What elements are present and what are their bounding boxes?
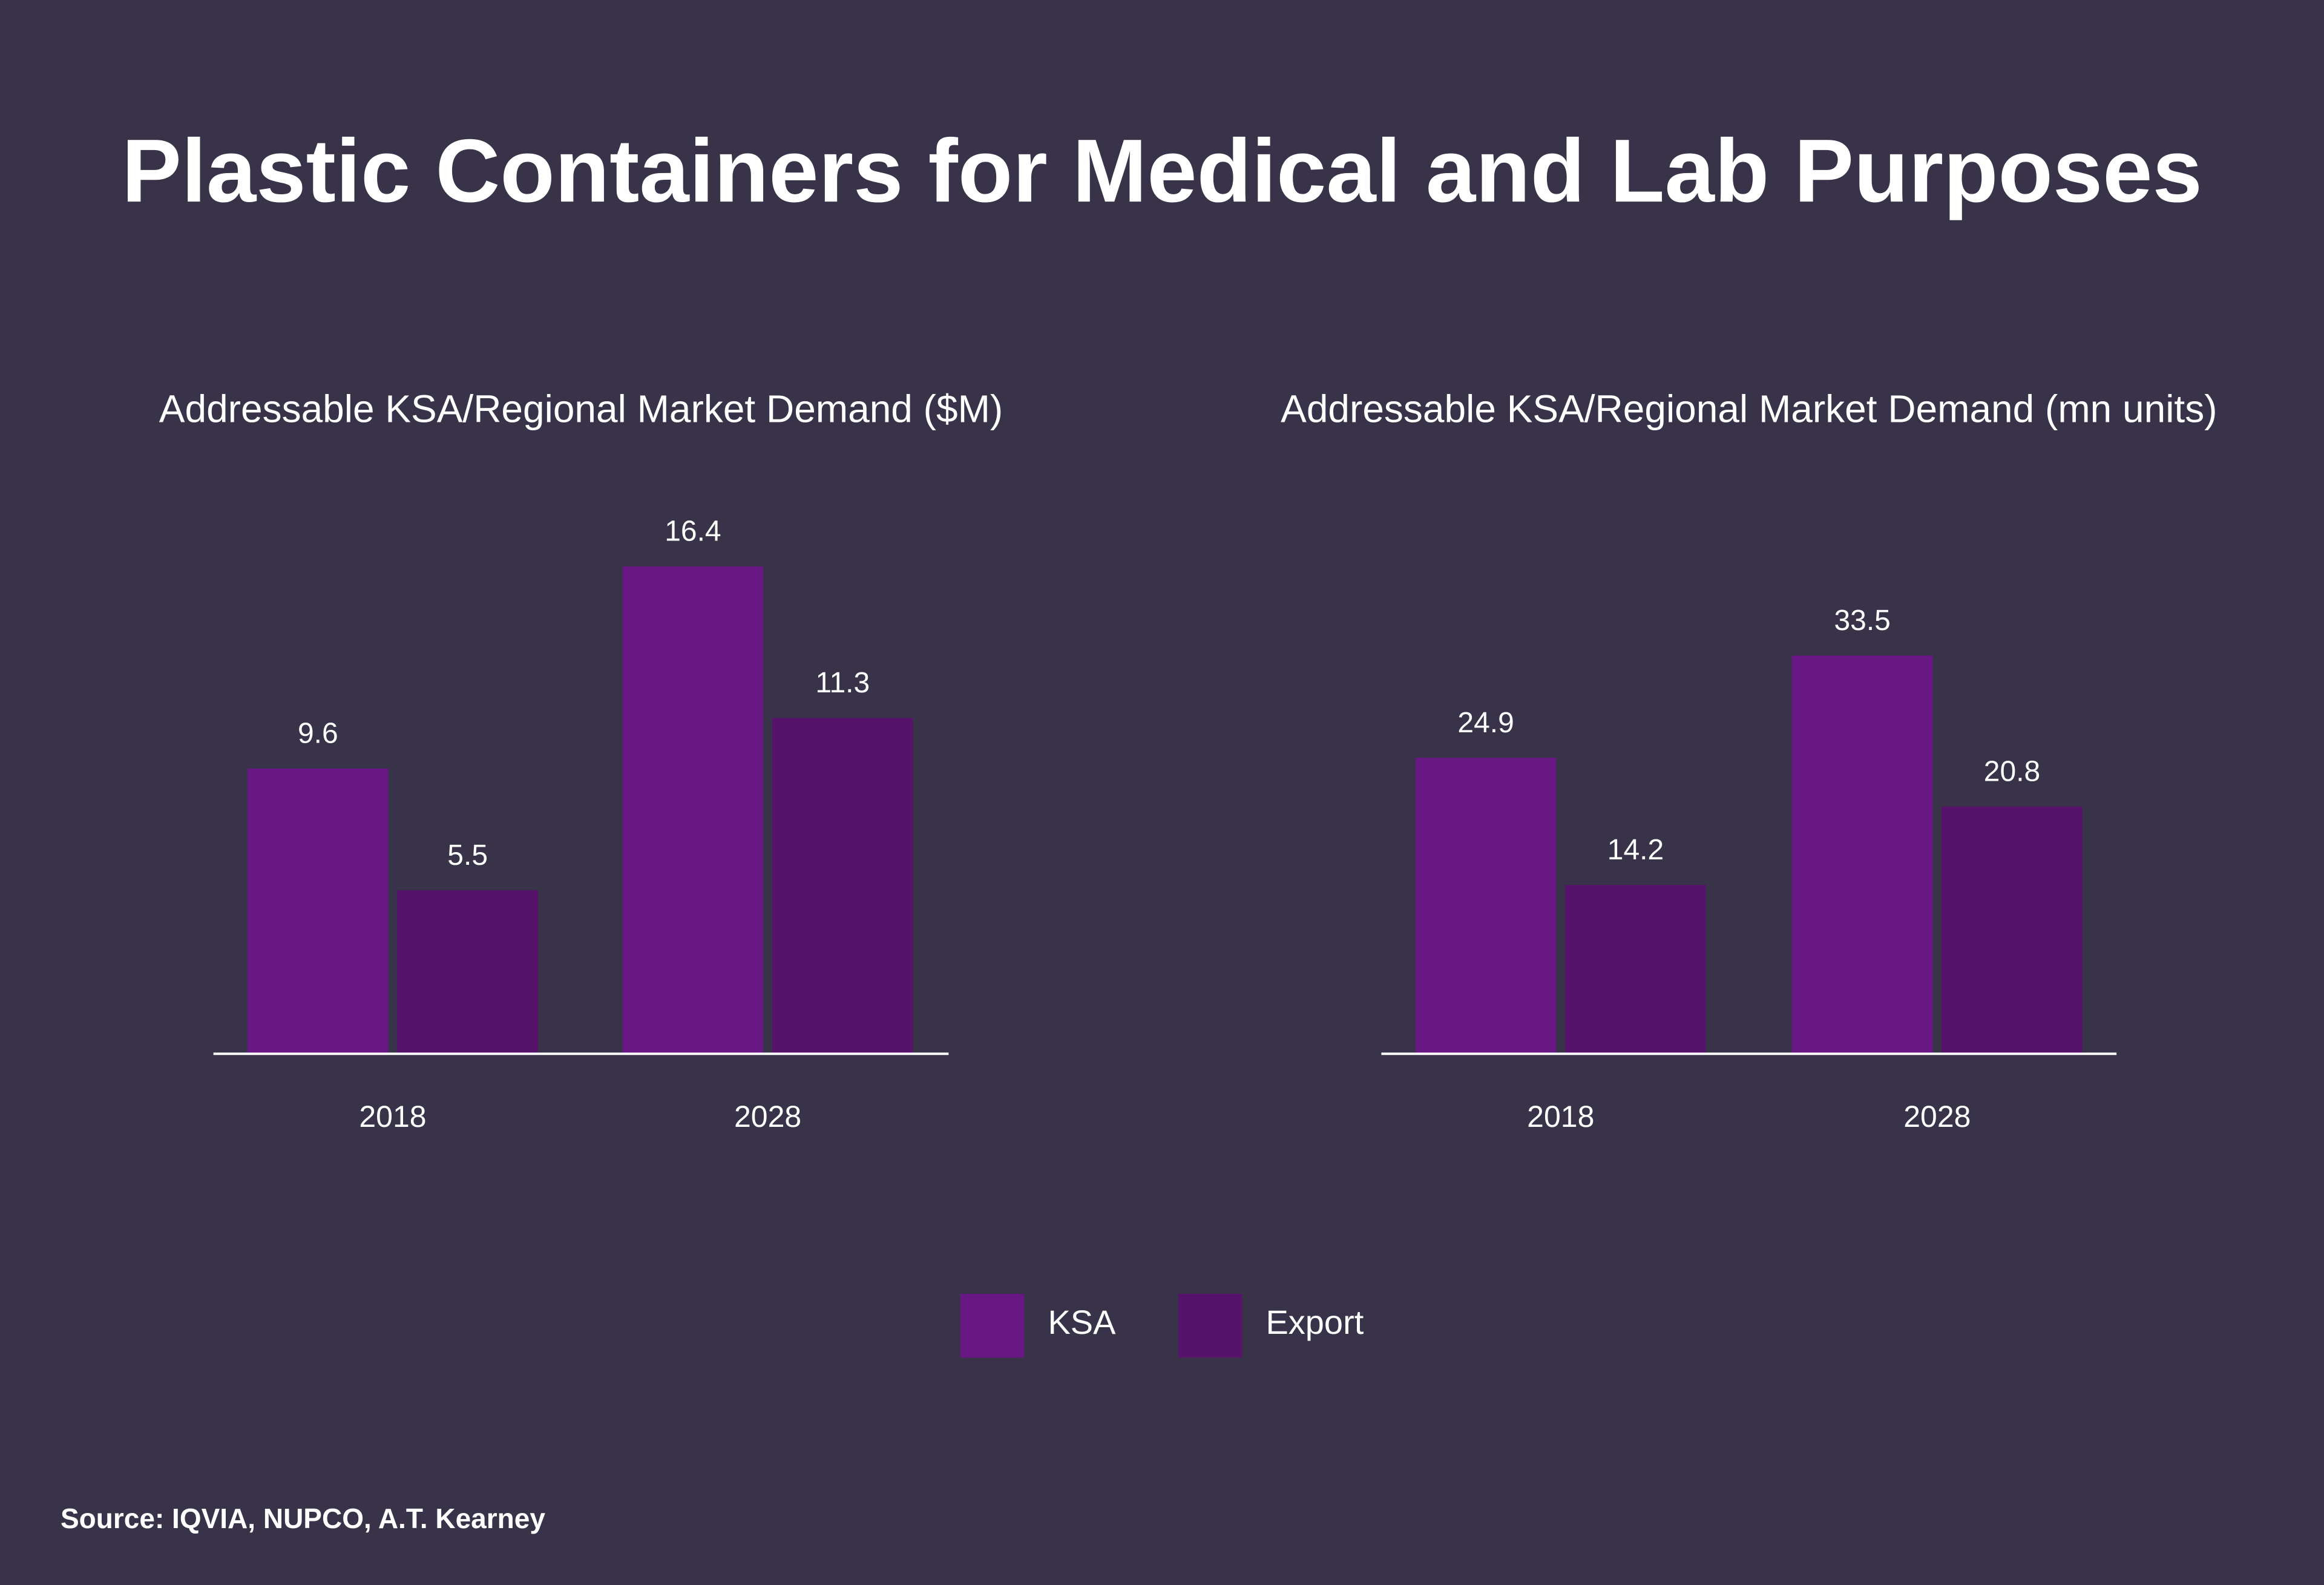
bar — [1565, 885, 1706, 1054]
source-note: Source: IQVIA, NUPCO, A.T. Kearney — [61, 1503, 545, 1534]
value-label: 16.4 — [665, 516, 721, 548]
x-tick-label: 2018 — [1527, 1100, 1594, 1134]
legend-swatch — [960, 1293, 1025, 1358]
page-title: Plastic Containers for Medical and Lab P… — [122, 121, 2202, 221]
value-label: 24.9 — [1457, 707, 1514, 739]
chart-subtitle: Addressable KSA/Regional Market Demand (… — [1281, 387, 2217, 431]
value-label: 14.2 — [1607, 834, 1664, 866]
x-tick-label: 2028 — [734, 1100, 801, 1134]
bar — [247, 768, 389, 1054]
legend-label: KSA — [1048, 1303, 1116, 1341]
x-tick-label: 2018 — [359, 1100, 426, 1134]
value-label: 9.6 — [298, 718, 338, 750]
bar — [1791, 655, 1933, 1054]
bar — [1942, 806, 2083, 1054]
value-label: 11.3 — [815, 667, 870, 699]
chart-subtitle: Addressable KSA/Regional Market Demand (… — [159, 387, 1003, 431]
bar — [622, 566, 764, 1054]
legend-label: Export — [1265, 1303, 1364, 1341]
bar — [1415, 758, 1557, 1054]
value-label: 20.8 — [1984, 755, 2040, 787]
value-label: 33.5 — [1834, 605, 1890, 637]
bar — [772, 718, 913, 1054]
x-tick-label: 2028 — [1903, 1100, 1971, 1134]
legend-swatch — [1178, 1293, 1242, 1358]
value-label: 5.5 — [447, 839, 488, 871]
bar — [397, 890, 538, 1054]
